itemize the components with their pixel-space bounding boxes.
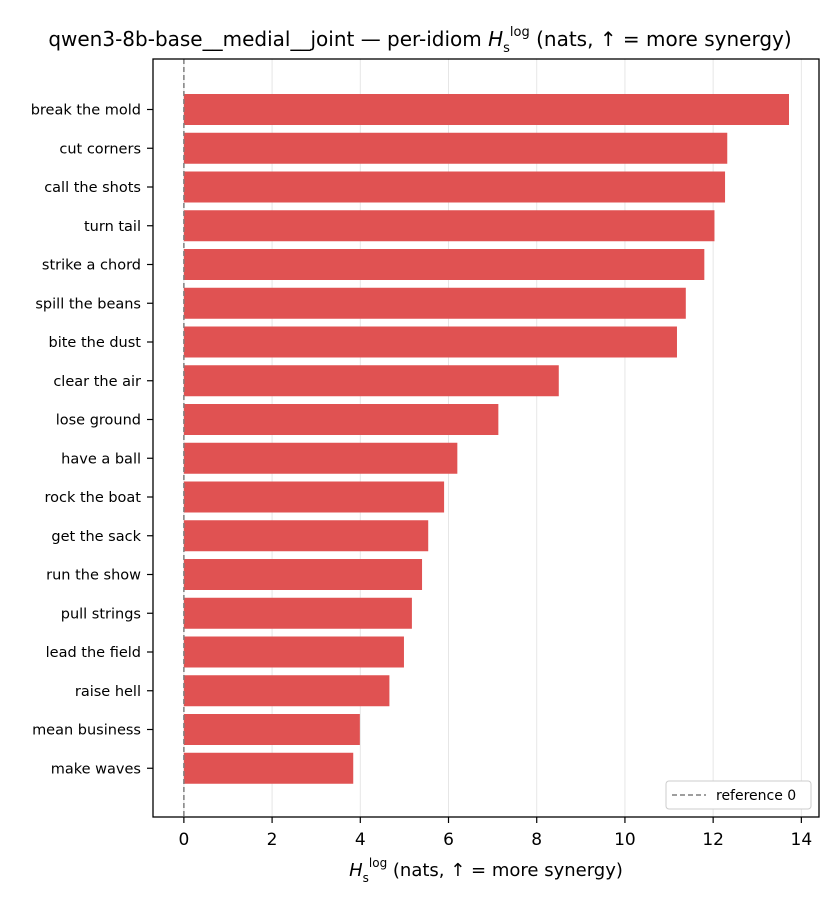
legend-box [665, 780, 812, 810]
bar-turn-tail [183, 210, 715, 242]
y-tick-label: raise hell [75, 684, 141, 700]
bar-rock-the-boat [183, 481, 445, 513]
bar-strike-a-chord [183, 249, 705, 280]
legend: reference 0 [665, 780, 812, 810]
x-tick-label: 2 [267, 830, 278, 850]
legend-reference-label: reference 0 [716, 788, 796, 804]
x-axis-ticks: 0 2 4 6 8 10 12 14 [178, 817, 812, 850]
bar-lose-ground [183, 404, 499, 435]
chart-title: qwen3-8b-base__medial__joint — per-idiom… [48, 25, 791, 56]
bar-have-a-ball [183, 442, 458, 474]
x-tick-label: 6 [443, 830, 454, 850]
y-tick-label: pull strings [61, 606, 141, 622]
y-tick-label: cut corners [59, 141, 141, 157]
bar-make-waves [183, 752, 354, 784]
y-tick-label: turn tail [84, 219, 141, 235]
y-tick-label: get the sack [51, 529, 141, 545]
bar-get-the-sack [183, 520, 429, 552]
y-tick-label: run the show [46, 568, 141, 584]
y-tick-label: rock the boat [44, 490, 141, 506]
x-tick-label: 4 [355, 830, 366, 850]
y-tick-label: clear the air [53, 374, 141, 390]
y-tick-label: have a ball [61, 451, 141, 467]
bar-mean-business [183, 714, 360, 745]
bar-call-the-shots [183, 171, 726, 203]
bar-break-the-mold [183, 94, 790, 125]
plot-frame [152, 58, 820, 818]
y-tick-label: lead the field [46, 645, 141, 661]
x-tick-label: 14 [791, 830, 813, 850]
bar-spill-the-beans [183, 287, 686, 319]
y-tick-label: strike a chord [42, 258, 141, 274]
y-axis-ticks: break the mold cut corners call the shots t… [31, 103, 153, 777]
x-axis-label: Hslog (nats, ↑ = more synergy) [349, 856, 623, 885]
bar-bite-the-dust [183, 326, 677, 358]
y-tick-label: make waves [51, 761, 141, 777]
bar-lead-the-field [183, 636, 404, 668]
y-tick-label: bite the dust [49, 335, 142, 351]
bar-pull-strings [183, 597, 412, 629]
y-tick-label: spill the beans [35, 296, 141, 312]
bar-run-the-show [183, 559, 423, 590]
x-tick-label: 12 [702, 830, 724, 850]
bar-clear-the-air [183, 365, 559, 397]
y-tick-label: lose ground [56, 413, 141, 429]
x-tick-label: 0 [178, 830, 189, 850]
x-tick-label: 10 [614, 830, 636, 850]
bar-cut-corners [183, 132, 728, 164]
y-tick-label: break the mold [31, 103, 141, 119]
y-tick-label: call the shots [44, 180, 141, 196]
y-tick-label: mean business [32, 723, 141, 739]
x-tick-label: 8 [531, 830, 542, 850]
bar-raise-hell [183, 675, 390, 707]
bars [183, 94, 790, 784]
